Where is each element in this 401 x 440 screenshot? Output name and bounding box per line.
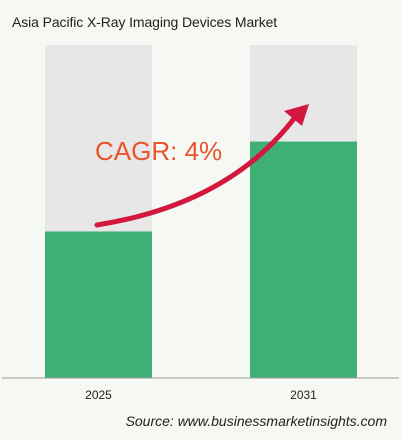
cagr-arrowhead xyxy=(284,104,309,126)
cagr-label: CAGR: 4% xyxy=(95,136,222,166)
bar-2025 xyxy=(45,231,152,378)
x-tick-labels: 2025 2031 xyxy=(85,388,317,402)
source-credit: Source: www.businessmarketinsights.com xyxy=(125,413,387,429)
x-tick-label-2031: 2031 xyxy=(290,388,317,402)
bar-2031 xyxy=(250,141,357,378)
x-tick-label-2025: 2025 xyxy=(85,388,112,402)
bars-group xyxy=(45,45,357,378)
cagr-arrow xyxy=(94,113,299,228)
chart-title: Asia Pacific X-Ray Imaging Devices Marke… xyxy=(12,14,278,30)
